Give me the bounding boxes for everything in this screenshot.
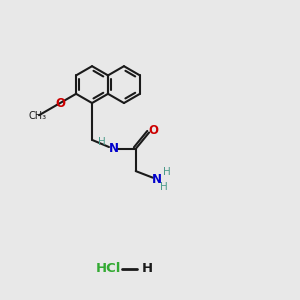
Text: N: N	[108, 142, 118, 155]
Text: H: H	[160, 182, 167, 192]
Text: HCl: HCl	[96, 262, 121, 275]
Text: CH₃: CH₃	[29, 111, 47, 121]
Text: H: H	[142, 262, 153, 275]
Text: N: N	[152, 173, 162, 186]
Text: O: O	[55, 97, 65, 110]
Text: O: O	[148, 124, 158, 136]
Text: H: H	[98, 137, 106, 147]
Text: H: H	[163, 167, 170, 177]
